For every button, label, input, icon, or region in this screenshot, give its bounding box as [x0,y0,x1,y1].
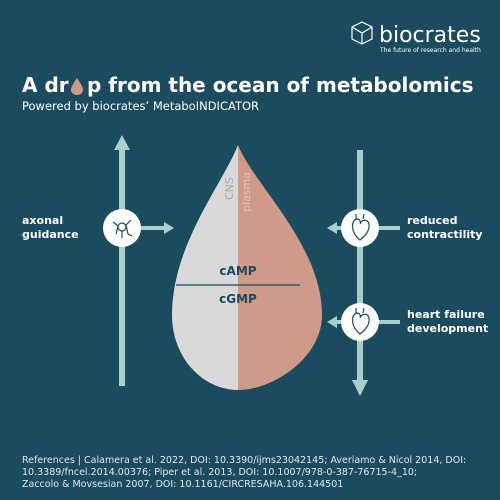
drop-lower-label: cGMP [219,292,257,306]
subtitle: Powered by biocrates’ MetaboINDICATOR [22,99,259,113]
reference-line: 10.3389/fncel.2014.00376; Piper et al. 2… [22,467,417,478]
drop-upper-label: cAMP [219,264,256,278]
effect-label: heart failure [407,308,485,321]
effect-label: development [407,322,488,335]
logo-icon [351,21,373,45]
logo-tagline: The future of research and health [379,47,481,54]
drop-right-label: plasma [240,172,253,212]
effect-label: reduced [407,214,457,227]
effect-label: contractility [407,228,483,241]
logo-name: biocrates [379,23,481,48]
title-end: p from the ocean of metabolomics [87,73,474,97]
effect-label: axonal [22,214,63,227]
arrows [114,135,400,396]
title-drop-icon [71,78,83,95]
reference-line: References | Calamera et al. 2022, DOI: … [22,455,466,466]
effect-label: guidance [22,228,79,241]
drop-left-label: CNS [223,177,236,200]
title-start: A dr [22,73,69,97]
effect-icons [103,209,379,341]
reference-line: Zaccolo & Movsesian 2007, DOI: 10.1161/C… [22,479,343,490]
